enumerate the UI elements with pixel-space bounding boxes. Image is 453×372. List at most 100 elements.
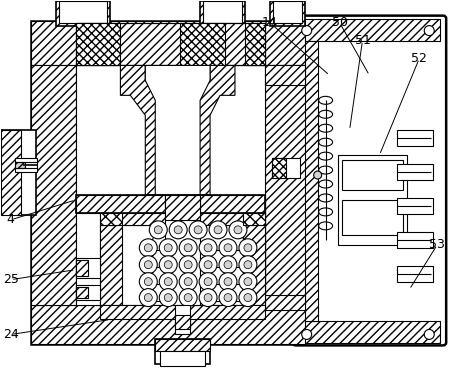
- Circle shape: [159, 256, 177, 274]
- Bar: [165, 195, 200, 220]
- Circle shape: [424, 330, 434, 339]
- Circle shape: [140, 289, 157, 307]
- Bar: [31, 305, 305, 344]
- Bar: [76, 286, 87, 298]
- Circle shape: [184, 244, 192, 252]
- Bar: [56, 1, 111, 26]
- Circle shape: [219, 239, 237, 257]
- Circle shape: [189, 221, 207, 239]
- Circle shape: [302, 26, 312, 36]
- Text: 24: 24: [3, 328, 19, 341]
- Bar: [397, 266, 433, 282]
- Circle shape: [204, 294, 212, 302]
- Circle shape: [164, 261, 172, 269]
- Circle shape: [140, 273, 157, 291]
- Circle shape: [224, 244, 232, 252]
- Text: 4: 4: [7, 214, 15, 227]
- Circle shape: [229, 221, 247, 239]
- Bar: [270, 1, 305, 26]
- Circle shape: [204, 278, 212, 286]
- Circle shape: [145, 278, 152, 286]
- Bar: [101, 225, 122, 305]
- Circle shape: [244, 244, 252, 252]
- Bar: [203, 1, 242, 23]
- Polygon shape: [120, 65, 160, 195]
- Bar: [76, 285, 101, 299]
- Bar: [101, 213, 122, 225]
- FancyBboxPatch shape: [293, 16, 446, 346]
- Circle shape: [199, 273, 217, 291]
- Bar: [265, 65, 305, 305]
- Circle shape: [140, 239, 157, 257]
- Circle shape: [224, 278, 232, 286]
- Circle shape: [159, 239, 177, 257]
- Bar: [101, 305, 265, 320]
- Circle shape: [164, 244, 172, 252]
- Circle shape: [313, 171, 322, 179]
- Circle shape: [159, 273, 177, 291]
- Circle shape: [179, 239, 197, 257]
- Bar: [15, 162, 25, 168]
- Circle shape: [140, 256, 157, 274]
- Bar: [76, 65, 265, 305]
- Bar: [299, 19, 440, 41]
- Bar: [31, 65, 76, 305]
- Circle shape: [199, 289, 217, 307]
- Circle shape: [184, 278, 192, 286]
- Bar: [397, 232, 433, 248]
- Bar: [101, 213, 265, 225]
- Circle shape: [234, 226, 242, 234]
- Bar: [200, 1, 245, 26]
- Circle shape: [219, 256, 237, 274]
- Bar: [342, 200, 403, 235]
- Bar: [272, 158, 300, 178]
- Circle shape: [154, 226, 162, 234]
- Bar: [299, 321, 440, 343]
- Bar: [175, 305, 190, 334]
- Circle shape: [179, 256, 197, 274]
- Polygon shape: [145, 65, 210, 195]
- Text: 25: 25: [3, 273, 19, 286]
- Bar: [243, 225, 265, 305]
- Circle shape: [184, 261, 192, 269]
- Circle shape: [209, 221, 227, 239]
- Bar: [296, 41, 318, 321]
- Bar: [76, 23, 120, 65]
- Text: 51: 51: [355, 34, 371, 47]
- Bar: [265, 65, 305, 86]
- Circle shape: [214, 226, 222, 234]
- Text: 50: 50: [332, 16, 347, 29]
- Bar: [160, 352, 205, 366]
- Text: 52: 52: [411, 52, 427, 65]
- Bar: [397, 130, 433, 146]
- Bar: [337, 155, 407, 245]
- Circle shape: [239, 239, 257, 257]
- Circle shape: [159, 289, 177, 307]
- Bar: [31, 20, 305, 65]
- Circle shape: [174, 226, 182, 234]
- Bar: [76, 258, 101, 278]
- Circle shape: [239, 256, 257, 274]
- Circle shape: [204, 261, 212, 269]
- Circle shape: [244, 278, 252, 286]
- Circle shape: [239, 273, 257, 291]
- Circle shape: [224, 294, 232, 302]
- Bar: [155, 339, 210, 364]
- Circle shape: [239, 289, 257, 307]
- Polygon shape: [195, 65, 235, 195]
- Bar: [245, 23, 265, 65]
- Bar: [58, 1, 107, 23]
- Bar: [397, 164, 433, 180]
- Bar: [243, 213, 265, 225]
- Circle shape: [145, 244, 152, 252]
- Circle shape: [199, 239, 217, 257]
- Bar: [15, 158, 37, 172]
- Bar: [1, 130, 36, 215]
- Circle shape: [302, 330, 312, 339]
- Circle shape: [199, 256, 217, 274]
- Circle shape: [194, 226, 202, 234]
- Circle shape: [184, 294, 192, 302]
- Circle shape: [169, 221, 187, 239]
- Bar: [76, 195, 265, 213]
- Circle shape: [219, 273, 237, 291]
